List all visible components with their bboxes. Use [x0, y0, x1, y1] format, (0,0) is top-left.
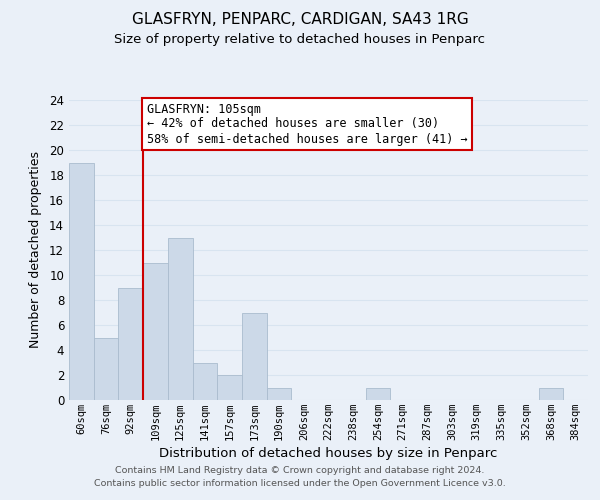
Bar: [365, 388, 390, 400]
Bar: [242, 312, 267, 400]
Bar: [267, 388, 292, 400]
Bar: [217, 375, 242, 400]
Bar: [118, 288, 143, 400]
Y-axis label: Number of detached properties: Number of detached properties: [29, 152, 42, 348]
Text: GLASFRYN, PENPARC, CARDIGAN, SA43 1RG: GLASFRYN, PENPARC, CARDIGAN, SA43 1RG: [131, 12, 469, 28]
Bar: [69, 162, 94, 400]
Bar: [193, 362, 217, 400]
Bar: [94, 338, 118, 400]
Text: Contains HM Land Registry data © Crown copyright and database right 2024.
Contai: Contains HM Land Registry data © Crown c…: [94, 466, 506, 487]
Bar: [168, 238, 193, 400]
Bar: [539, 388, 563, 400]
Text: GLASFRYN: 105sqm
← 42% of detached houses are smaller (30)
58% of semi-detached : GLASFRYN: 105sqm ← 42% of detached house…: [147, 102, 467, 146]
X-axis label: Distribution of detached houses by size in Penparc: Distribution of detached houses by size …: [160, 447, 497, 460]
Text: Size of property relative to detached houses in Penparc: Size of property relative to detached ho…: [115, 32, 485, 46]
Bar: [143, 262, 168, 400]
